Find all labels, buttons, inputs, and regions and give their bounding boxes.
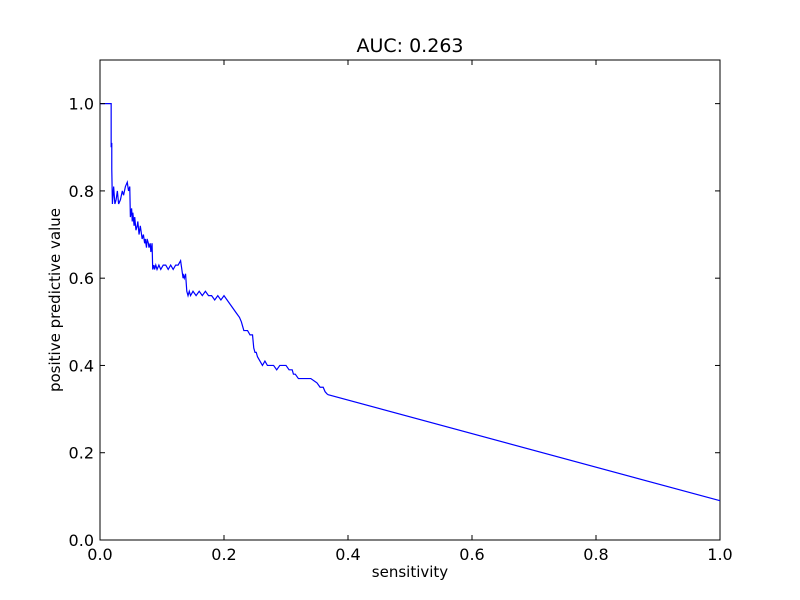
y-axis-ticks: 0.0 0.2 0.4 0.6 0.8 1.0 [69,95,720,550]
y-tick-label: 0.6 [69,269,94,288]
axes-frame [99,59,721,541]
x-tick-label: 1.0 [707,545,732,564]
x-tick-label: 0.8 [583,545,608,564]
y-axis-label: positive predictive value [46,208,64,392]
x-tick-label: 0.6 [459,545,484,564]
series-layer [100,103,721,502]
x-axis-ticks: 0.0 0.2 0.4 0.6 0.8 1.0 [87,60,733,564]
y-tick-label: 0.0 [69,531,94,550]
chart-title: AUC: 0.263 [356,35,463,57]
y-tick-label: 0.4 [69,356,94,375]
x-tick-label: 0.0 [87,545,112,564]
x-tick-label: 0.4 [335,545,360,564]
series-line-0 [100,103,721,502]
y-tick-label: 0.8 [69,182,94,201]
x-axis-label: sensitivity [372,563,449,581]
y-tick-label: 0.2 [69,444,94,463]
plot-area: 0.0 0.2 0.4 0.6 0.8 1.0 0.0 0.2 0.4 0.6 0.8 1.0 [69,59,733,564]
y-tick-label: 1.0 [69,95,94,114]
x-tick-label: 0.2 [211,545,236,564]
